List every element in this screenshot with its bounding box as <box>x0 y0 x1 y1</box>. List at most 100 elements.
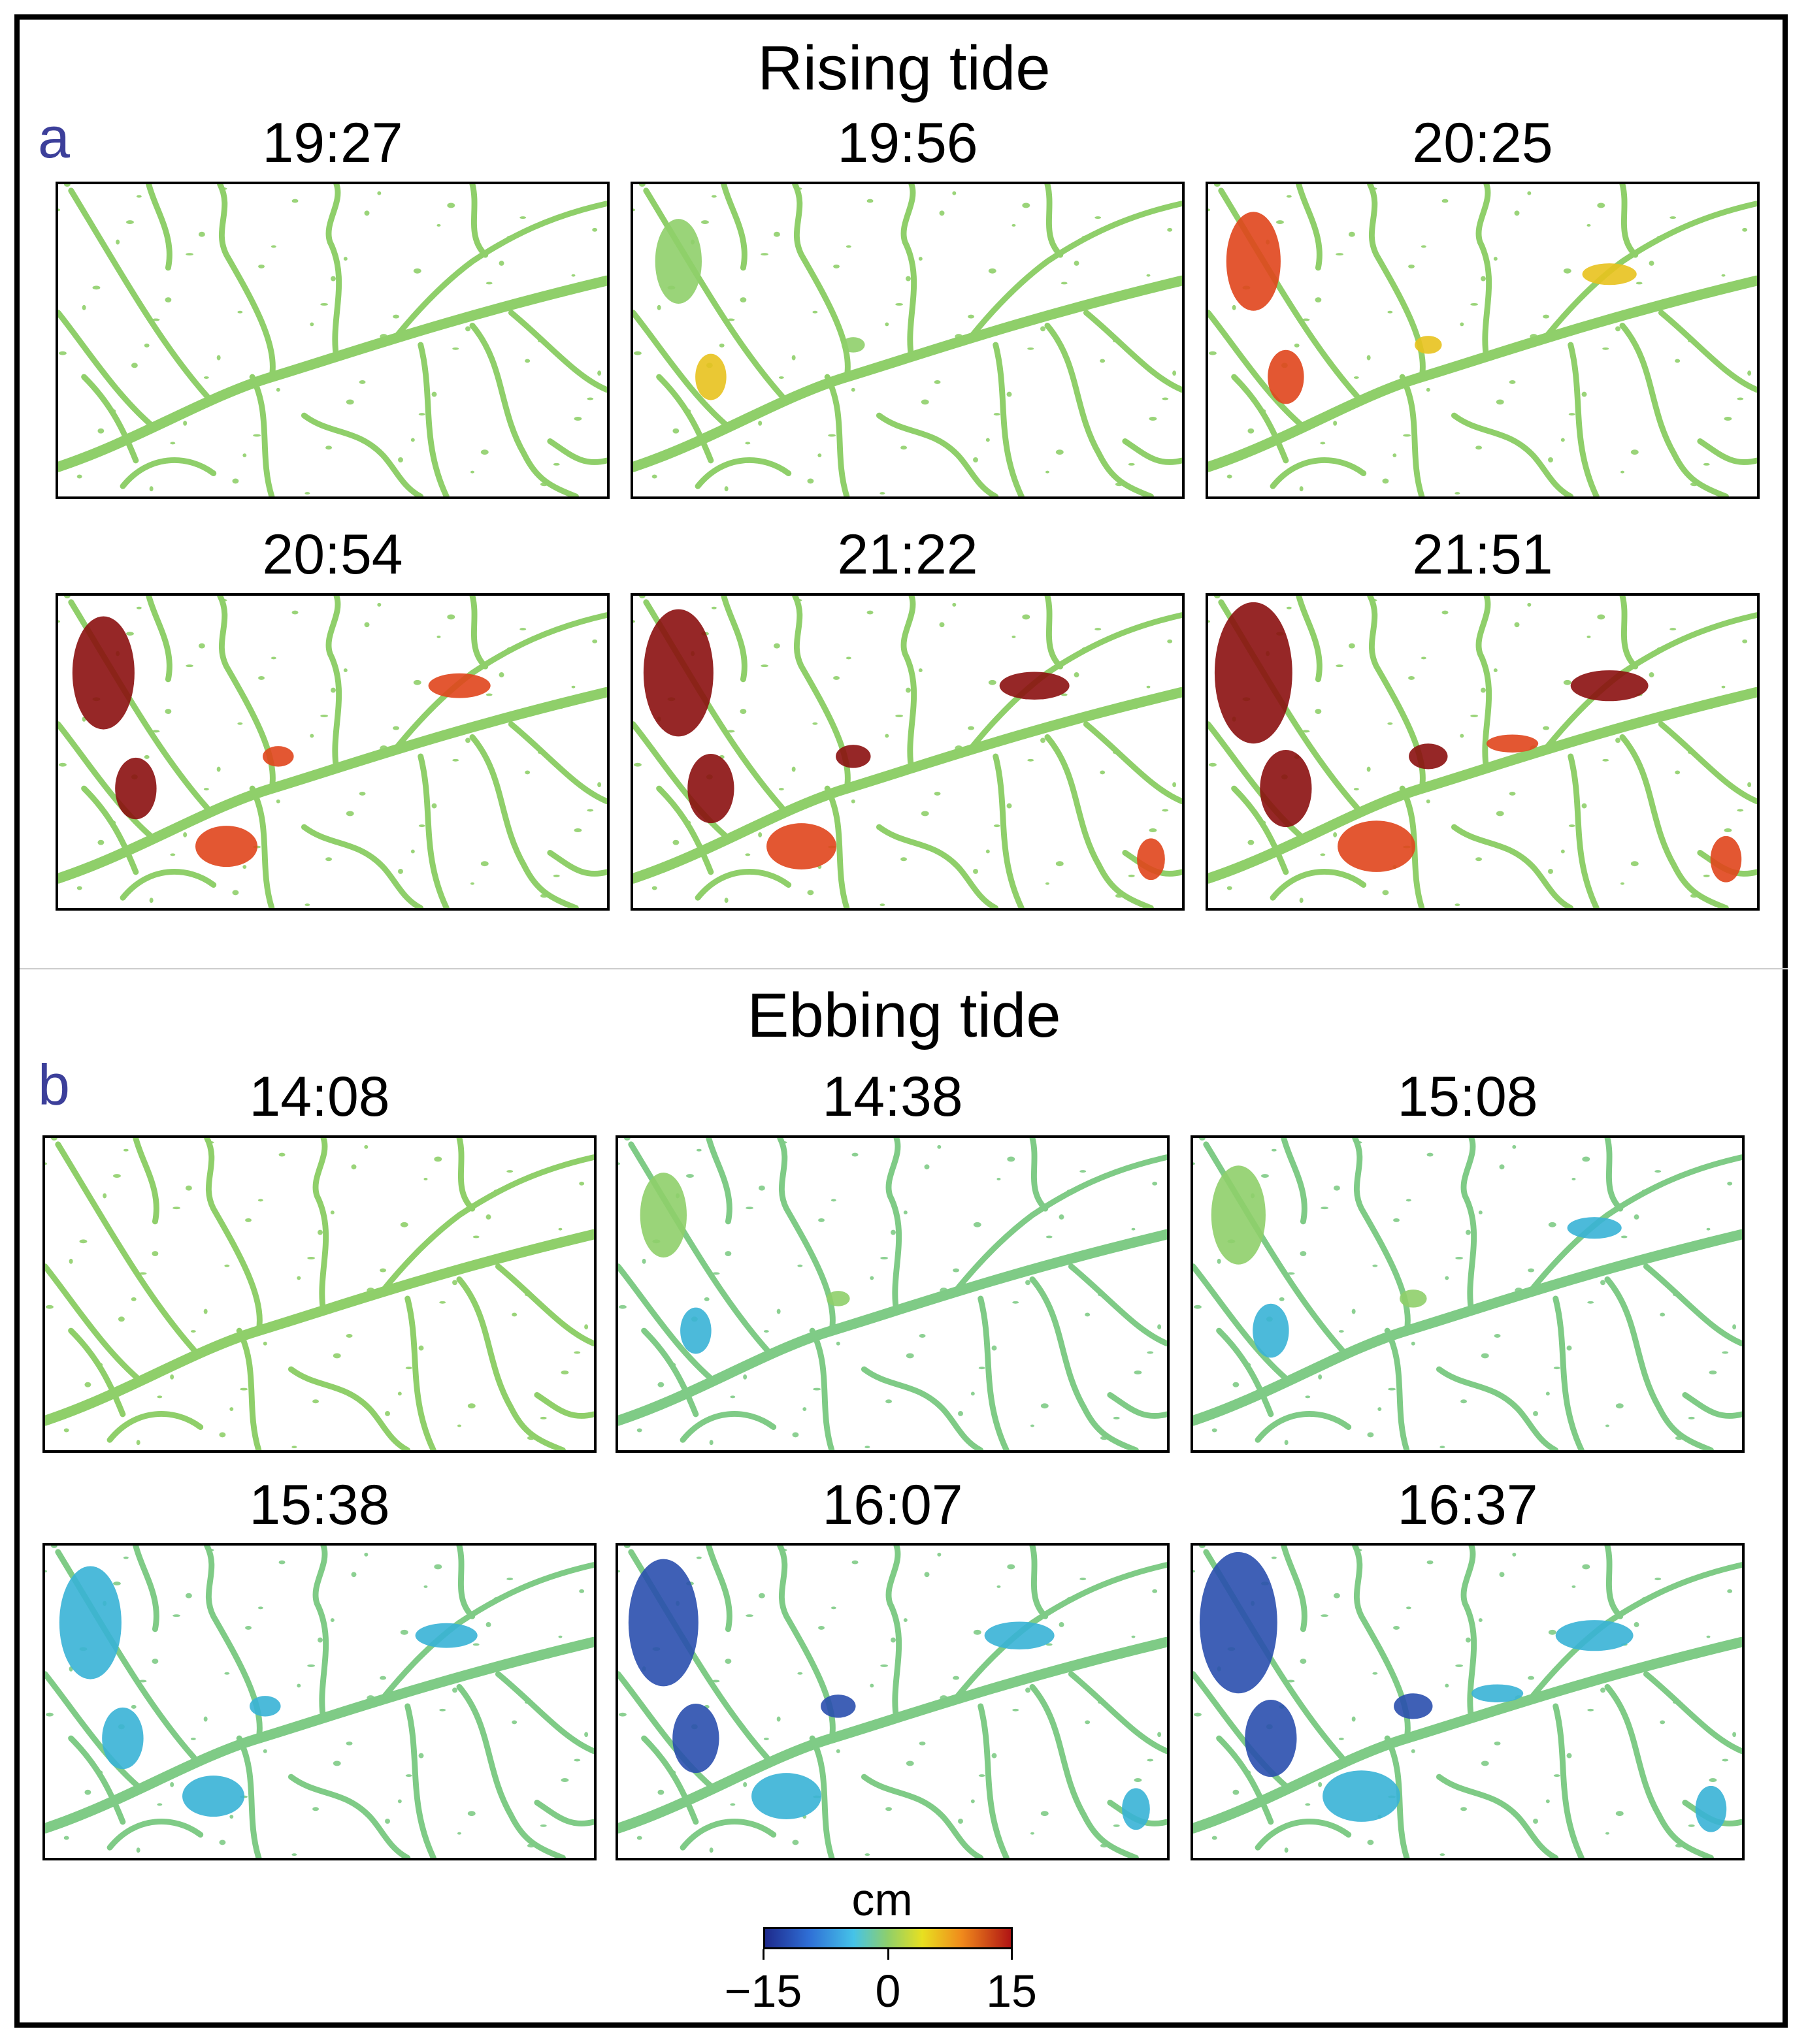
speckle <box>58 620 60 623</box>
channel-path <box>1029 1683 1139 1858</box>
speckle <box>149 898 154 903</box>
speckle <box>891 1637 896 1643</box>
speckle <box>1587 1708 1594 1711</box>
speckle <box>1605 1832 1609 1835</box>
speckle <box>1421 1730 1430 1733</box>
channel-path <box>1658 310 1757 393</box>
speckle <box>813 1387 821 1391</box>
speckle <box>452 347 459 350</box>
deformation-patch <box>1409 743 1448 770</box>
speckle <box>807 890 814 896</box>
speckle <box>491 1766 495 1770</box>
speckle <box>126 632 134 636</box>
speckle <box>545 1247 551 1252</box>
channel-path <box>1281 1546 1307 1632</box>
speckle <box>413 268 421 274</box>
speckle <box>351 1572 357 1578</box>
speckle <box>1721 274 1726 277</box>
speckle <box>439 1708 446 1711</box>
channel-path <box>885 1138 902 1314</box>
speckle <box>304 492 310 495</box>
speckle <box>343 257 348 261</box>
speckle <box>1475 446 1483 450</box>
speckle <box>149 486 154 492</box>
speckle <box>1208 208 1210 212</box>
speckle <box>1367 1840 1374 1845</box>
speckle <box>918 257 923 261</box>
speckle <box>493 1597 502 1601</box>
speckle <box>1441 610 1449 615</box>
channel-path <box>641 1735 699 1825</box>
deformation-map <box>1206 593 1760 911</box>
channel-path <box>508 721 607 805</box>
speckle <box>1040 326 1045 332</box>
channel-path <box>1619 596 1639 670</box>
speckle <box>657 1382 665 1387</box>
section-divider <box>20 968 1788 969</box>
map-time-label: 19:27 <box>262 112 403 174</box>
map-time-label: 19:56 <box>837 112 978 174</box>
speckle <box>1208 762 1217 767</box>
speckle <box>1496 811 1504 817</box>
speckle <box>1563 679 1571 685</box>
speckle <box>830 1606 836 1610</box>
speckle <box>185 1593 192 1598</box>
speckle <box>1128 462 1135 466</box>
channel-path <box>249 785 275 908</box>
speckle <box>97 1363 103 1367</box>
speckle <box>988 679 996 685</box>
channel-path <box>1697 438 1757 465</box>
speckle <box>545 1655 551 1659</box>
speckle <box>190 1330 196 1333</box>
speckle <box>879 492 885 495</box>
speckle <box>1066 1189 1075 1193</box>
speckle <box>1439 1446 1445 1449</box>
deformation-patch <box>1268 349 1304 404</box>
map-time-label: 16:07 <box>822 1474 963 1536</box>
speckle <box>740 297 747 302</box>
deformation-patch <box>250 1696 281 1717</box>
speckle <box>940 1288 948 1293</box>
speckle <box>173 1207 181 1210</box>
speckle <box>885 734 889 738</box>
speckle <box>940 1695 948 1701</box>
speckle <box>50 1138 58 1141</box>
speckle <box>1654 405 1658 408</box>
speckle <box>730 1803 736 1806</box>
speckle <box>506 647 515 651</box>
speckle <box>1509 791 1516 796</box>
speckle <box>638 596 646 598</box>
speckle <box>1706 1227 1711 1231</box>
speckle <box>304 903 310 907</box>
speckle <box>1408 675 1415 680</box>
speckle <box>1387 722 1393 725</box>
speckle <box>1405 1606 1411 1610</box>
speckle <box>519 628 527 631</box>
panel-b-label: b <box>38 1052 70 1117</box>
channel-path <box>456 1138 476 1212</box>
channel-path <box>456 1546 476 1619</box>
channel-path <box>1604 1138 1624 1212</box>
speckle <box>219 1840 226 1845</box>
speckle <box>538 751 542 754</box>
speckle <box>1528 1268 1535 1273</box>
speckle <box>1571 1177 1576 1180</box>
speckle <box>206 1141 214 1144</box>
channel-path <box>1255 1411 1352 1443</box>
speckle <box>1284 1440 1289 1446</box>
speckle <box>836 1749 840 1753</box>
speckle <box>1548 1629 1556 1635</box>
speckle <box>1460 734 1464 738</box>
speckle <box>152 318 160 321</box>
channel-path <box>680 1411 777 1443</box>
map-time-label: 20:25 <box>1412 112 1553 174</box>
speckle <box>504 817 508 820</box>
speckle <box>745 442 751 445</box>
speckle <box>1660 1720 1666 1725</box>
speckle <box>1436 368 1445 372</box>
deformation-patch <box>263 746 294 767</box>
speckle <box>763 1330 769 1333</box>
speckle <box>245 1625 252 1630</box>
speckle <box>1426 1152 1434 1157</box>
speckle <box>1271 1556 1277 1559</box>
